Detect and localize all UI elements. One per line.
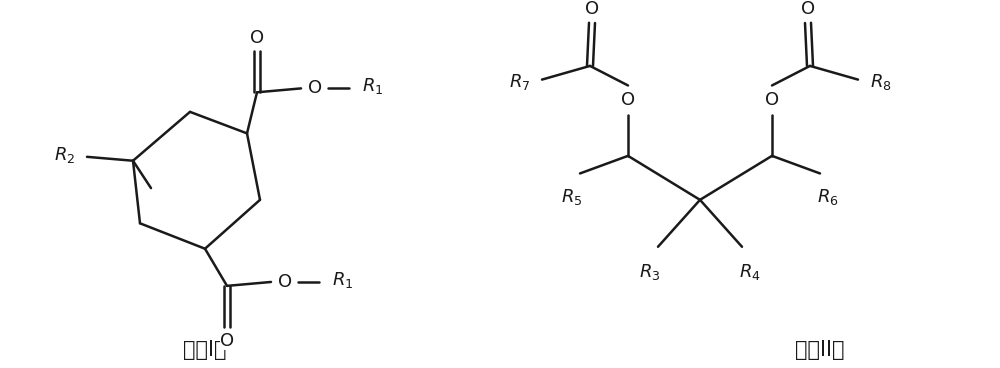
Text: 式（II）: 式（II） [795,340,845,360]
Text: $R_3$: $R_3$ [639,262,661,282]
Text: O: O [220,332,234,350]
Text: $R_6$: $R_6$ [817,187,839,207]
Text: $R_8$: $R_8$ [870,71,892,92]
Text: O: O [585,0,599,18]
Text: 式（I）: 式（I） [183,340,227,360]
Text: O: O [250,29,264,47]
Text: $R_5$: $R_5$ [561,187,583,207]
Text: $R_7$: $R_7$ [509,71,530,92]
Text: $R_1$: $R_1$ [362,77,383,96]
Text: O: O [308,79,322,98]
Text: $R_1$: $R_1$ [332,270,353,290]
Text: $R_2$: $R_2$ [54,145,75,165]
Text: O: O [278,273,292,291]
Text: $R_4$: $R_4$ [739,262,761,282]
Text: O: O [765,91,779,109]
Text: O: O [801,0,815,18]
Text: O: O [621,91,635,109]
